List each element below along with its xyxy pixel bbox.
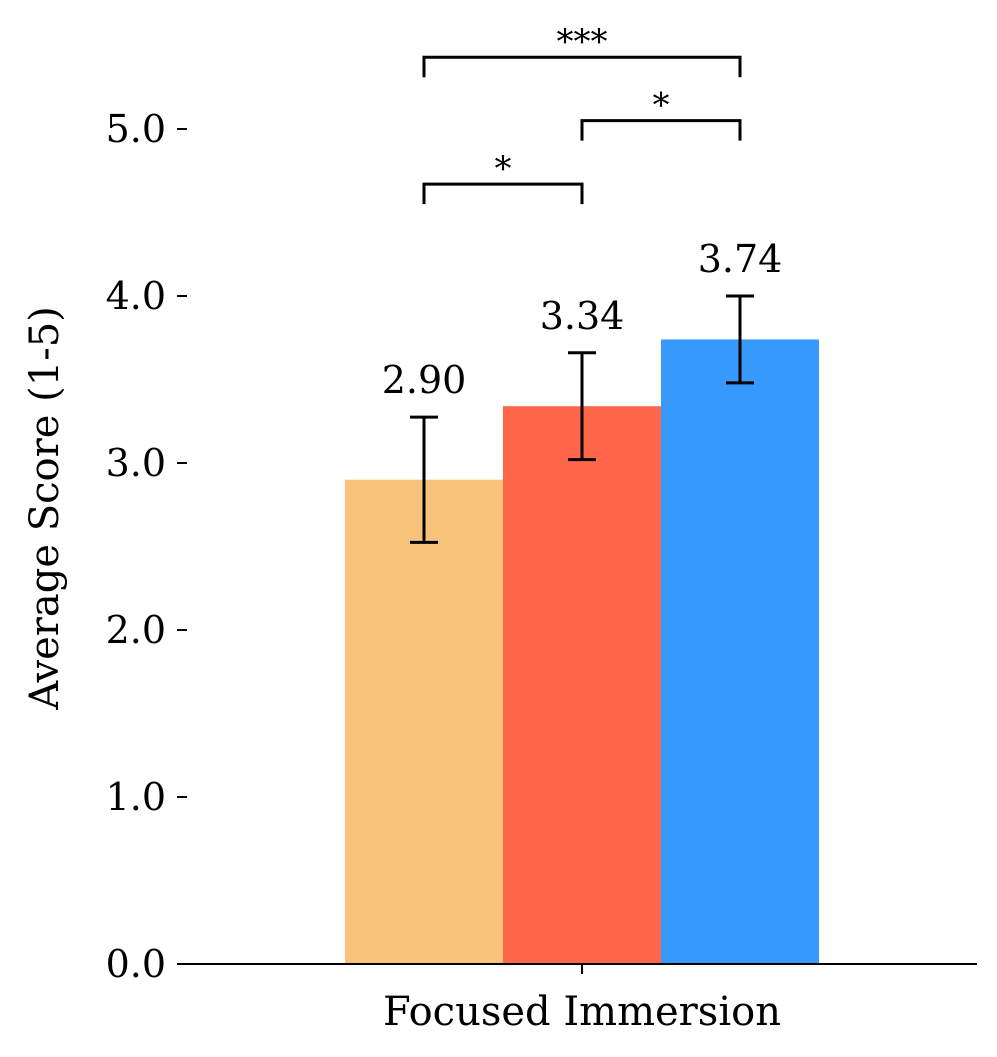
bracket-line: [580, 119, 742, 141]
error-bars: [410, 294, 754, 544]
significance-bracket: *: [422, 149, 584, 205]
significance-label: *: [495, 149, 512, 189]
y-axis: 0.0 1.0 2.0 3.0 4.0 5.0: [106, 107, 187, 986]
bar-condition-3: [661, 339, 819, 964]
value-labels: 2.90 3.34 3.74: [382, 237, 783, 402]
x-axis: Focused Immersion: [177, 963, 977, 1035]
bars: [345, 339, 819, 965]
value-label-condition-2: 3.34: [540, 294, 625, 338]
bar-condition-2: [503, 406, 661, 965]
y-axis-title: Average Score (1-5): [22, 306, 68, 711]
y-tick-label: 1.0: [106, 775, 166, 819]
x-category-label: Focused Immersion: [383, 989, 781, 1035]
y-tick-label: 4.0: [106, 274, 166, 318]
bracket-line: [422, 182, 584, 205]
y-tick-label: 2.0: [106, 608, 166, 652]
value-label-condition-3: 3.74: [698, 237, 783, 281]
bracket-line: [422, 55, 742, 78]
error-bar-condition-3: [726, 294, 754, 385]
significance-label: ***: [557, 22, 608, 62]
error-bar-condition-2: [568, 351, 596, 462]
y-tick-label: 0.0: [106, 942, 166, 986]
significance-bracket: ***: [422, 22, 742, 78]
significance-label: *: [653, 86, 670, 126]
y-tick-label: 5.0: [106, 107, 166, 151]
significance-bracket: *: [580, 86, 742, 141]
error-bar-condition-1: [410, 415, 438, 544]
bar-condition-1: [345, 479, 503, 964]
value-label-condition-1: 2.90: [382, 358, 467, 402]
significance-brackets: *****: [422, 22, 742, 205]
y-tick-label: 3.0: [106, 441, 166, 485]
